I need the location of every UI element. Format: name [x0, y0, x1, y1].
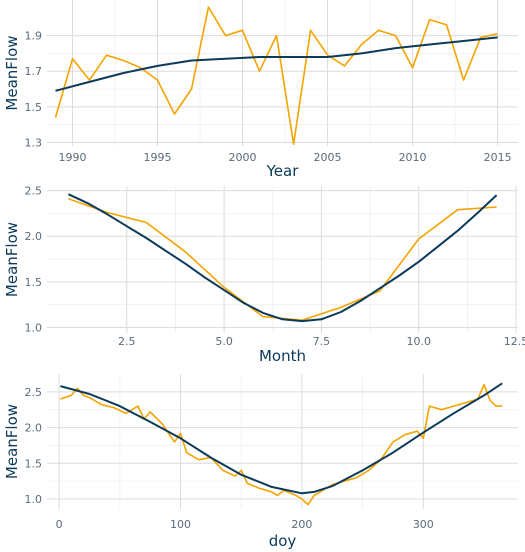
y-tick-label: 2.5 — [25, 386, 43, 399]
y-axis-title: MeanFlow — [3, 404, 21, 479]
y-tick-label: 1.7 — [25, 65, 43, 78]
major-gridlines — [47, 374, 518, 509]
x-tick-label: 7.5 — [313, 335, 331, 348]
minor-gridlines — [47, 186, 518, 333]
y-tick-label: 1.5 — [25, 276, 43, 289]
y-tick-label: 1.9 — [25, 30, 43, 43]
x-tick-label: 12.5 — [504, 335, 525, 348]
x-tick-label: 300 — [413, 518, 434, 531]
x-tick-label: 2010 — [399, 151, 427, 164]
x-axis-title: Year — [266, 162, 300, 180]
y-tick-label: 1.3 — [25, 136, 43, 149]
y-tick-label: 1.5 — [25, 101, 43, 114]
x-tick-label: 0 — [56, 518, 63, 531]
x-tick-label: 5.0 — [215, 335, 233, 348]
fitted-series-line — [60, 382, 503, 495]
chart-panel-1: 1990 1995 2000 2005 2010 2015 1.3 1.5 1.7 1.9 Year… — [3, 0, 518, 180]
x-axis-title: Month — [259, 347, 306, 365]
chart-panel-2: 2.5 5.0 7.5 10.0 12.5 1.0 1.5 2.0 2.5 Month MeanFl… — [3, 185, 525, 365]
x-tick-label: 2.5 — [118, 335, 136, 348]
chart-panel-3: 0 100 200 300 1.0 1.5 2.0 2.5 doy MeanFlow — [3, 374, 518, 550]
major-gridlines — [47, 186, 518, 333]
y-axis-title: MeanFlow — [3, 222, 21, 297]
y-tick-label: 1.5 — [25, 457, 43, 470]
y-tick-label: 2.0 — [25, 422, 43, 435]
minor-gridlines — [47, 0, 518, 146]
x-tick-label: 2015 — [484, 151, 512, 164]
x-tick-label: 2000 — [229, 151, 257, 164]
x-tick-label: 1995 — [144, 151, 172, 164]
fitted-series-line — [55, 36, 498, 92]
observed-series-line — [60, 383, 503, 506]
x-tick-label: 10.0 — [406, 335, 431, 348]
observed-series-line — [54, 6, 498, 145]
y-tick-label: 2.0 — [25, 230, 43, 243]
y-tick-label: 1.0 — [25, 493, 43, 506]
x-tick-label: 200 — [291, 518, 312, 531]
y-axis-title: MeanFlow — [3, 35, 21, 110]
observed-series-line — [68, 198, 497, 322]
x-axis-title: doy — [269, 532, 297, 550]
fitted-series-line — [67, 193, 498, 323]
x-tick-label: 100 — [170, 518, 191, 531]
y-tick-label: 1.0 — [25, 322, 43, 335]
x-tick-label: 1990 — [59, 151, 87, 164]
x-tick-label: 2005 — [314, 151, 342, 164]
y-tick-label: 2.5 — [25, 185, 43, 198]
